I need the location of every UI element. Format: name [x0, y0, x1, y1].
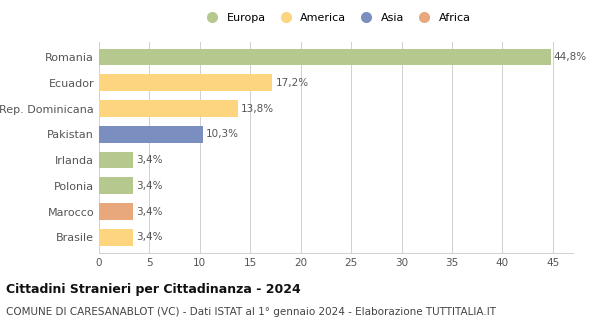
- Bar: [99, 49, 551, 65]
- Text: COMUNE DI CARESANABLOT (VC) - Dati ISTAT al 1° gennaio 2024 - Elaborazione TUTTI: COMUNE DI CARESANABLOT (VC) - Dati ISTAT…: [6, 307, 496, 317]
- Text: 13,8%: 13,8%: [241, 104, 274, 114]
- Text: 44,8%: 44,8%: [554, 52, 587, 62]
- Bar: [99, 152, 133, 168]
- Bar: [99, 100, 238, 117]
- Bar: [99, 178, 133, 194]
- Text: 17,2%: 17,2%: [275, 78, 308, 88]
- Text: 3,4%: 3,4%: [136, 207, 163, 217]
- Text: 10,3%: 10,3%: [206, 129, 239, 139]
- Bar: [99, 75, 272, 91]
- Text: 3,4%: 3,4%: [136, 232, 163, 242]
- Text: 3,4%: 3,4%: [136, 181, 163, 191]
- Bar: [99, 126, 203, 143]
- Text: Cittadini Stranieri per Cittadinanza - 2024: Cittadini Stranieri per Cittadinanza - 2…: [6, 283, 301, 296]
- Legend: Europa, America, Asia, Africa: Europa, America, Asia, Africa: [201, 13, 471, 23]
- Bar: [99, 203, 133, 220]
- Bar: [99, 229, 133, 246]
- Text: 3,4%: 3,4%: [136, 155, 163, 165]
